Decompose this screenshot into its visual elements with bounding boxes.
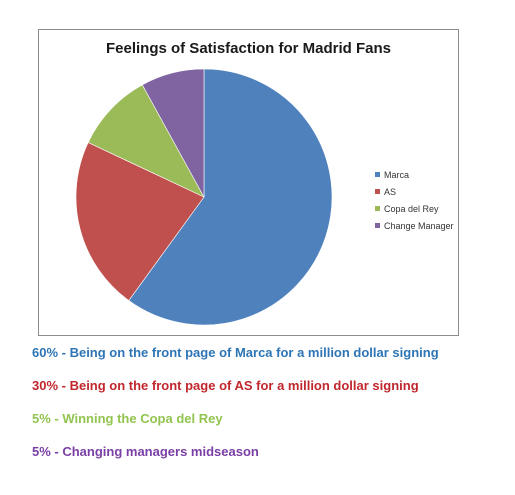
legend-label: Change Manager — [384, 220, 454, 231]
chart-title: Feelings of Satisfaction for Madrid Fans — [105, 40, 392, 57]
legend-swatch — [375, 223, 380, 228]
legend-item: Change Manager — [375, 217, 454, 234]
note-line: 5% - Changing managers midseason — [32, 444, 259, 459]
pie-slice-copa-del-rey — [87, 84, 205, 198]
note-line: 5% - Winning the Copa del Rey — [32, 411, 223, 426]
note-line: 60% - Being on the front page of Marca f… — [32, 345, 439, 360]
legend-label: Marca — [384, 169, 410, 180]
note-line: 30% - Being on the front page of AS for … — [32, 378, 419, 393]
legend-label: AS — [384, 186, 397, 197]
pie-slice-change-manager — [141, 68, 205, 198]
legend-swatch — [375, 189, 380, 194]
notes-list: 60% - Being on the front page of Marca f… — [32, 343, 512, 475]
legend-item: AS — [375, 183, 454, 200]
legend-label: Copa del Rey — [384, 203, 439, 214]
pie-chart — [75, 68, 333, 326]
legend-item: Marca — [375, 166, 454, 183]
pie-slice-marca — [128, 68, 333, 326]
chart-area: Feelings of Satisfaction for Madrid Fans… — [38, 29, 459, 336]
legend-swatch — [375, 172, 380, 177]
legend-item: Copa del Rey — [375, 200, 454, 217]
chart-legend: Marca AS Copa del Rey Change Manager — [375, 166, 454, 234]
legend-swatch — [375, 206, 380, 211]
